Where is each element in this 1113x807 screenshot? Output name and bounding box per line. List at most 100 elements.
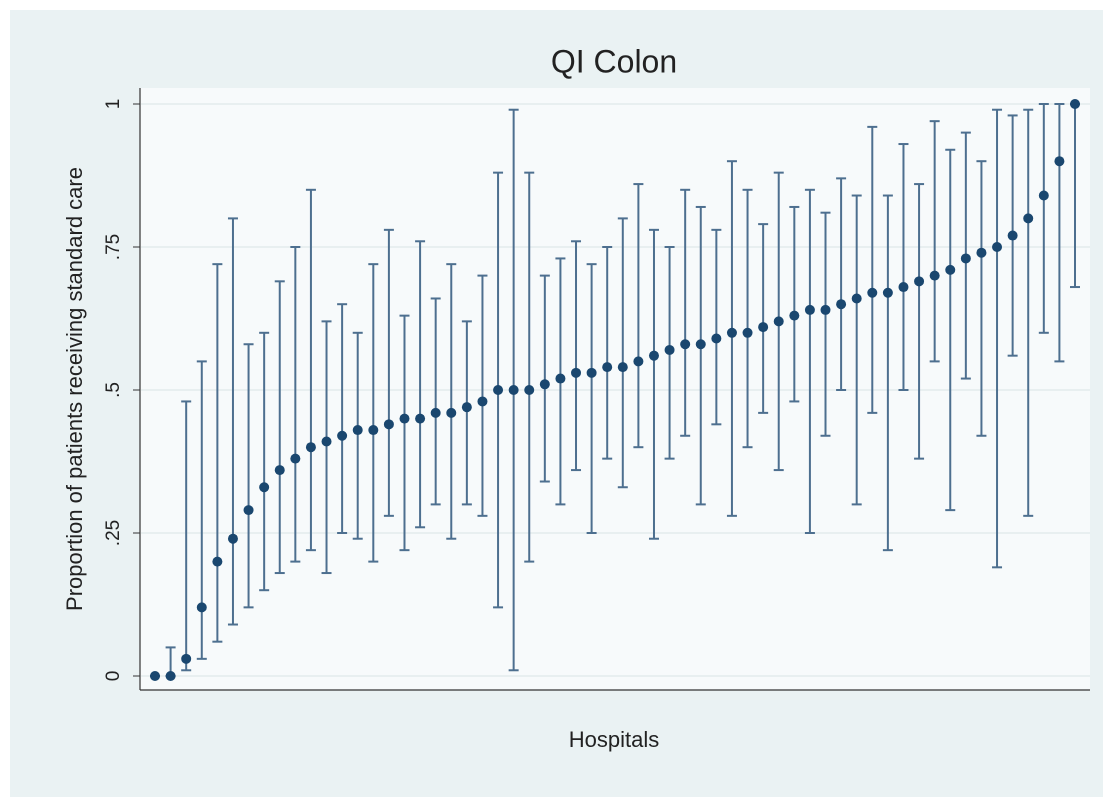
point: [243, 505, 254, 516]
point: [352, 425, 363, 436]
point: [461, 402, 472, 413]
error-bar: [695, 205, 706, 506]
error-bar: [711, 228, 722, 426]
error-bar: [368, 263, 379, 563]
point: [1070, 99, 1080, 109]
point: [415, 413, 426, 424]
point: [399, 413, 410, 424]
point: [1007, 230, 1018, 241]
point: [820, 304, 831, 315]
point: [493, 385, 504, 395]
error-bar: [648, 228, 659, 540]
error-bar: [461, 320, 472, 506]
point: [524, 385, 535, 395]
point: [446, 407, 457, 418]
error-bar: [992, 108, 1003, 569]
error-bar: [321, 320, 332, 575]
point: [305, 442, 316, 453]
error-bar: [181, 400, 192, 672]
error-bar: [1038, 103, 1049, 334]
error-bar: [586, 263, 597, 534]
error-bar: [539, 274, 550, 483]
chart-title: QI Colon: [551, 43, 677, 79]
point: [227, 533, 238, 544]
point: [648, 350, 659, 361]
error-bar: [789, 205, 800, 403]
error-bar: [1023, 108, 1034, 517]
point: [664, 344, 675, 355]
y-tick-label: 0: [103, 671, 124, 682]
point: [914, 276, 925, 287]
error-bar: [945, 148, 956, 512]
error-bar: [259, 331, 270, 592]
error-bar: [446, 263, 457, 540]
point: [695, 339, 706, 350]
error-bar: [524, 171, 535, 563]
point: [181, 653, 192, 664]
error-bar: [430, 297, 441, 506]
point: [212, 556, 223, 567]
point: [1054, 156, 1065, 167]
plot-area: [140, 88, 1090, 690]
error-bar: [1054, 103, 1065, 363]
error-bar: [602, 246, 613, 460]
point: [773, 316, 784, 327]
point: [617, 362, 628, 373]
point: [882, 287, 893, 298]
error-bar: [227, 217, 238, 626]
point: [508, 385, 519, 395]
point: [711, 333, 722, 344]
point: [539, 379, 550, 390]
point: [259, 482, 270, 493]
y-tick-label: 1: [103, 99, 124, 110]
point: [804, 304, 815, 315]
point: [477, 396, 488, 407]
point: [274, 465, 285, 476]
point: [898, 282, 909, 293]
error-bar: [804, 188, 815, 534]
error-bar: [742, 188, 753, 449]
point: [742, 327, 753, 338]
point: [929, 270, 940, 281]
error-bar: [477, 274, 488, 517]
error-bar: [976, 160, 987, 437]
point: [571, 367, 582, 378]
error-bar: [680, 188, 691, 437]
point: [290, 453, 301, 464]
point: [633, 356, 644, 367]
point: [368, 425, 379, 436]
error-bar: [633, 183, 644, 449]
point: [430, 407, 441, 418]
error-bar: [274, 280, 285, 575]
error-bar: [820, 211, 831, 437]
error-bar: [290, 246, 301, 563]
error-bar: [758, 223, 769, 414]
error-bar: [571, 240, 582, 472]
point: [726, 327, 737, 338]
error-bar: [399, 314, 410, 552]
error-bar: [882, 194, 893, 552]
error-bar: [726, 160, 737, 517]
y-tick-label: .25: [103, 520, 124, 546]
x-axis-label: Hospitals: [569, 727, 659, 752]
error-bar: [337, 303, 348, 534]
point: [960, 253, 971, 264]
point: [602, 362, 613, 373]
error-bar: [415, 240, 426, 529]
point: [680, 339, 691, 350]
error-bar: [243, 343, 254, 609]
point: [758, 322, 769, 333]
error-bar: [929, 120, 940, 363]
y-tick-label: .5: [103, 382, 124, 398]
point: [1023, 213, 1034, 224]
error-bar: [383, 228, 394, 517]
error-bar: [836, 177, 847, 391]
point: [992, 242, 1003, 252]
point: [196, 602, 207, 613]
point: [976, 247, 987, 258]
error-bar: [898, 143, 909, 391]
point: [165, 671, 176, 681]
error-bar: [851, 194, 862, 506]
error-bar: [352, 331, 363, 540]
